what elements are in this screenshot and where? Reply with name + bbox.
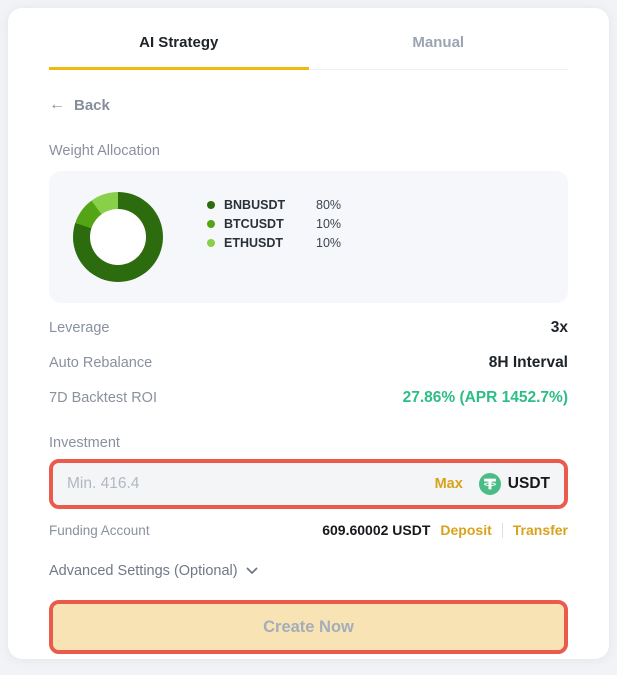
investment-input-field: Max USDT (53, 463, 564, 505)
strategy-panel: AI Strategy Manual ← Back Weight Allocat… (8, 8, 609, 659)
legend-symbol: BNBUSDT (224, 197, 286, 212)
legend-dot-eth (207, 238, 215, 247)
create-now-button[interactable]: Create Now (53, 604, 564, 650)
deposit-link[interactable]: Deposit (440, 522, 492, 538)
auto-rebalance-value: 8H Interval (488, 354, 568, 371)
legend-dot-btc (207, 219, 215, 228)
transfer-link[interactable]: Transfer (512, 522, 568, 538)
backtest-roi-value: 27.86% (APR 1452.7%) (402, 389, 568, 406)
vertical-divider (501, 522, 503, 538)
allocation-donut (73, 192, 163, 282)
funding-account-label: Funding Account (49, 522, 150, 538)
funding-account-row: Funding Account 609.60002 USDT Deposit T… (49, 522, 568, 538)
funding-account-actions: 609.60002 USDT Deposit Transfer (322, 522, 568, 538)
tab-bar: AI Strategy Manual (49, 8, 568, 70)
create-highlight-annotation: Create Now (49, 600, 568, 654)
legend-item: BTCUSDT 10% (207, 214, 341, 233)
auto-rebalance-label: Auto Rebalance (49, 355, 153, 371)
tab-ai-strategy[interactable]: AI Strategy (49, 8, 309, 70)
legend-dot-bnb (207, 200, 215, 209)
back-label: Back (74, 96, 110, 114)
legend-item: ETHUSDT 10% (207, 233, 341, 252)
leverage-label: Leverage (49, 320, 110, 336)
leverage-value: 3x (550, 319, 568, 336)
currency-label: USDT (507, 475, 550, 492)
allocation-legend: BNBUSDT 80% BTCUSDT 10% ETHUSDT 10% (207, 195, 341, 252)
legend-weight: 10% (316, 235, 342, 250)
legend-symbol: BTCUSDT (224, 216, 284, 231)
back-button[interactable]: ← Back (49, 96, 110, 114)
investment-input[interactable] (67, 475, 435, 493)
chevron-down-icon (246, 567, 258, 574)
backtest-roi-row: 7D Backtest ROI 27.86% (APR 1452.7%) (49, 388, 568, 408)
investment-label: Investment (49, 435, 120, 451)
funding-balance: 609.60002 USDT (322, 522, 431, 538)
max-button[interactable]: Max (434, 476, 463, 492)
auto-rebalance-row: Auto Rebalance 8H Interval (49, 353, 568, 373)
advanced-settings-label: Advanced Settings (Optional) (49, 563, 238, 579)
investment-highlight-annotation: Max USDT (49, 459, 568, 509)
legend-item: BNBUSDT 80% (207, 195, 341, 214)
weight-allocation-panel: BNBUSDT 80% BTCUSDT 10% ETHUSDT 10% (49, 171, 568, 303)
donut-hole (90, 209, 146, 265)
tether-icon (478, 473, 501, 495)
legend-weight: 80% (316, 197, 342, 212)
leverage-row: Leverage 3x (49, 318, 568, 338)
legend-weight: 10% (316, 216, 342, 231)
legend-symbol: ETHUSDT (224, 235, 284, 250)
back-arrow-icon: ← (49, 96, 65, 113)
advanced-settings-toggle[interactable]: Advanced Settings (Optional) (49, 563, 258, 579)
currency-selector[interactable]: USDT (478, 473, 550, 495)
backtest-roi-label: 7D Backtest ROI (49, 390, 157, 406)
tab-manual[interactable]: Manual (308, 8, 568, 70)
weight-allocation-title: Weight Allocation (49, 143, 160, 159)
